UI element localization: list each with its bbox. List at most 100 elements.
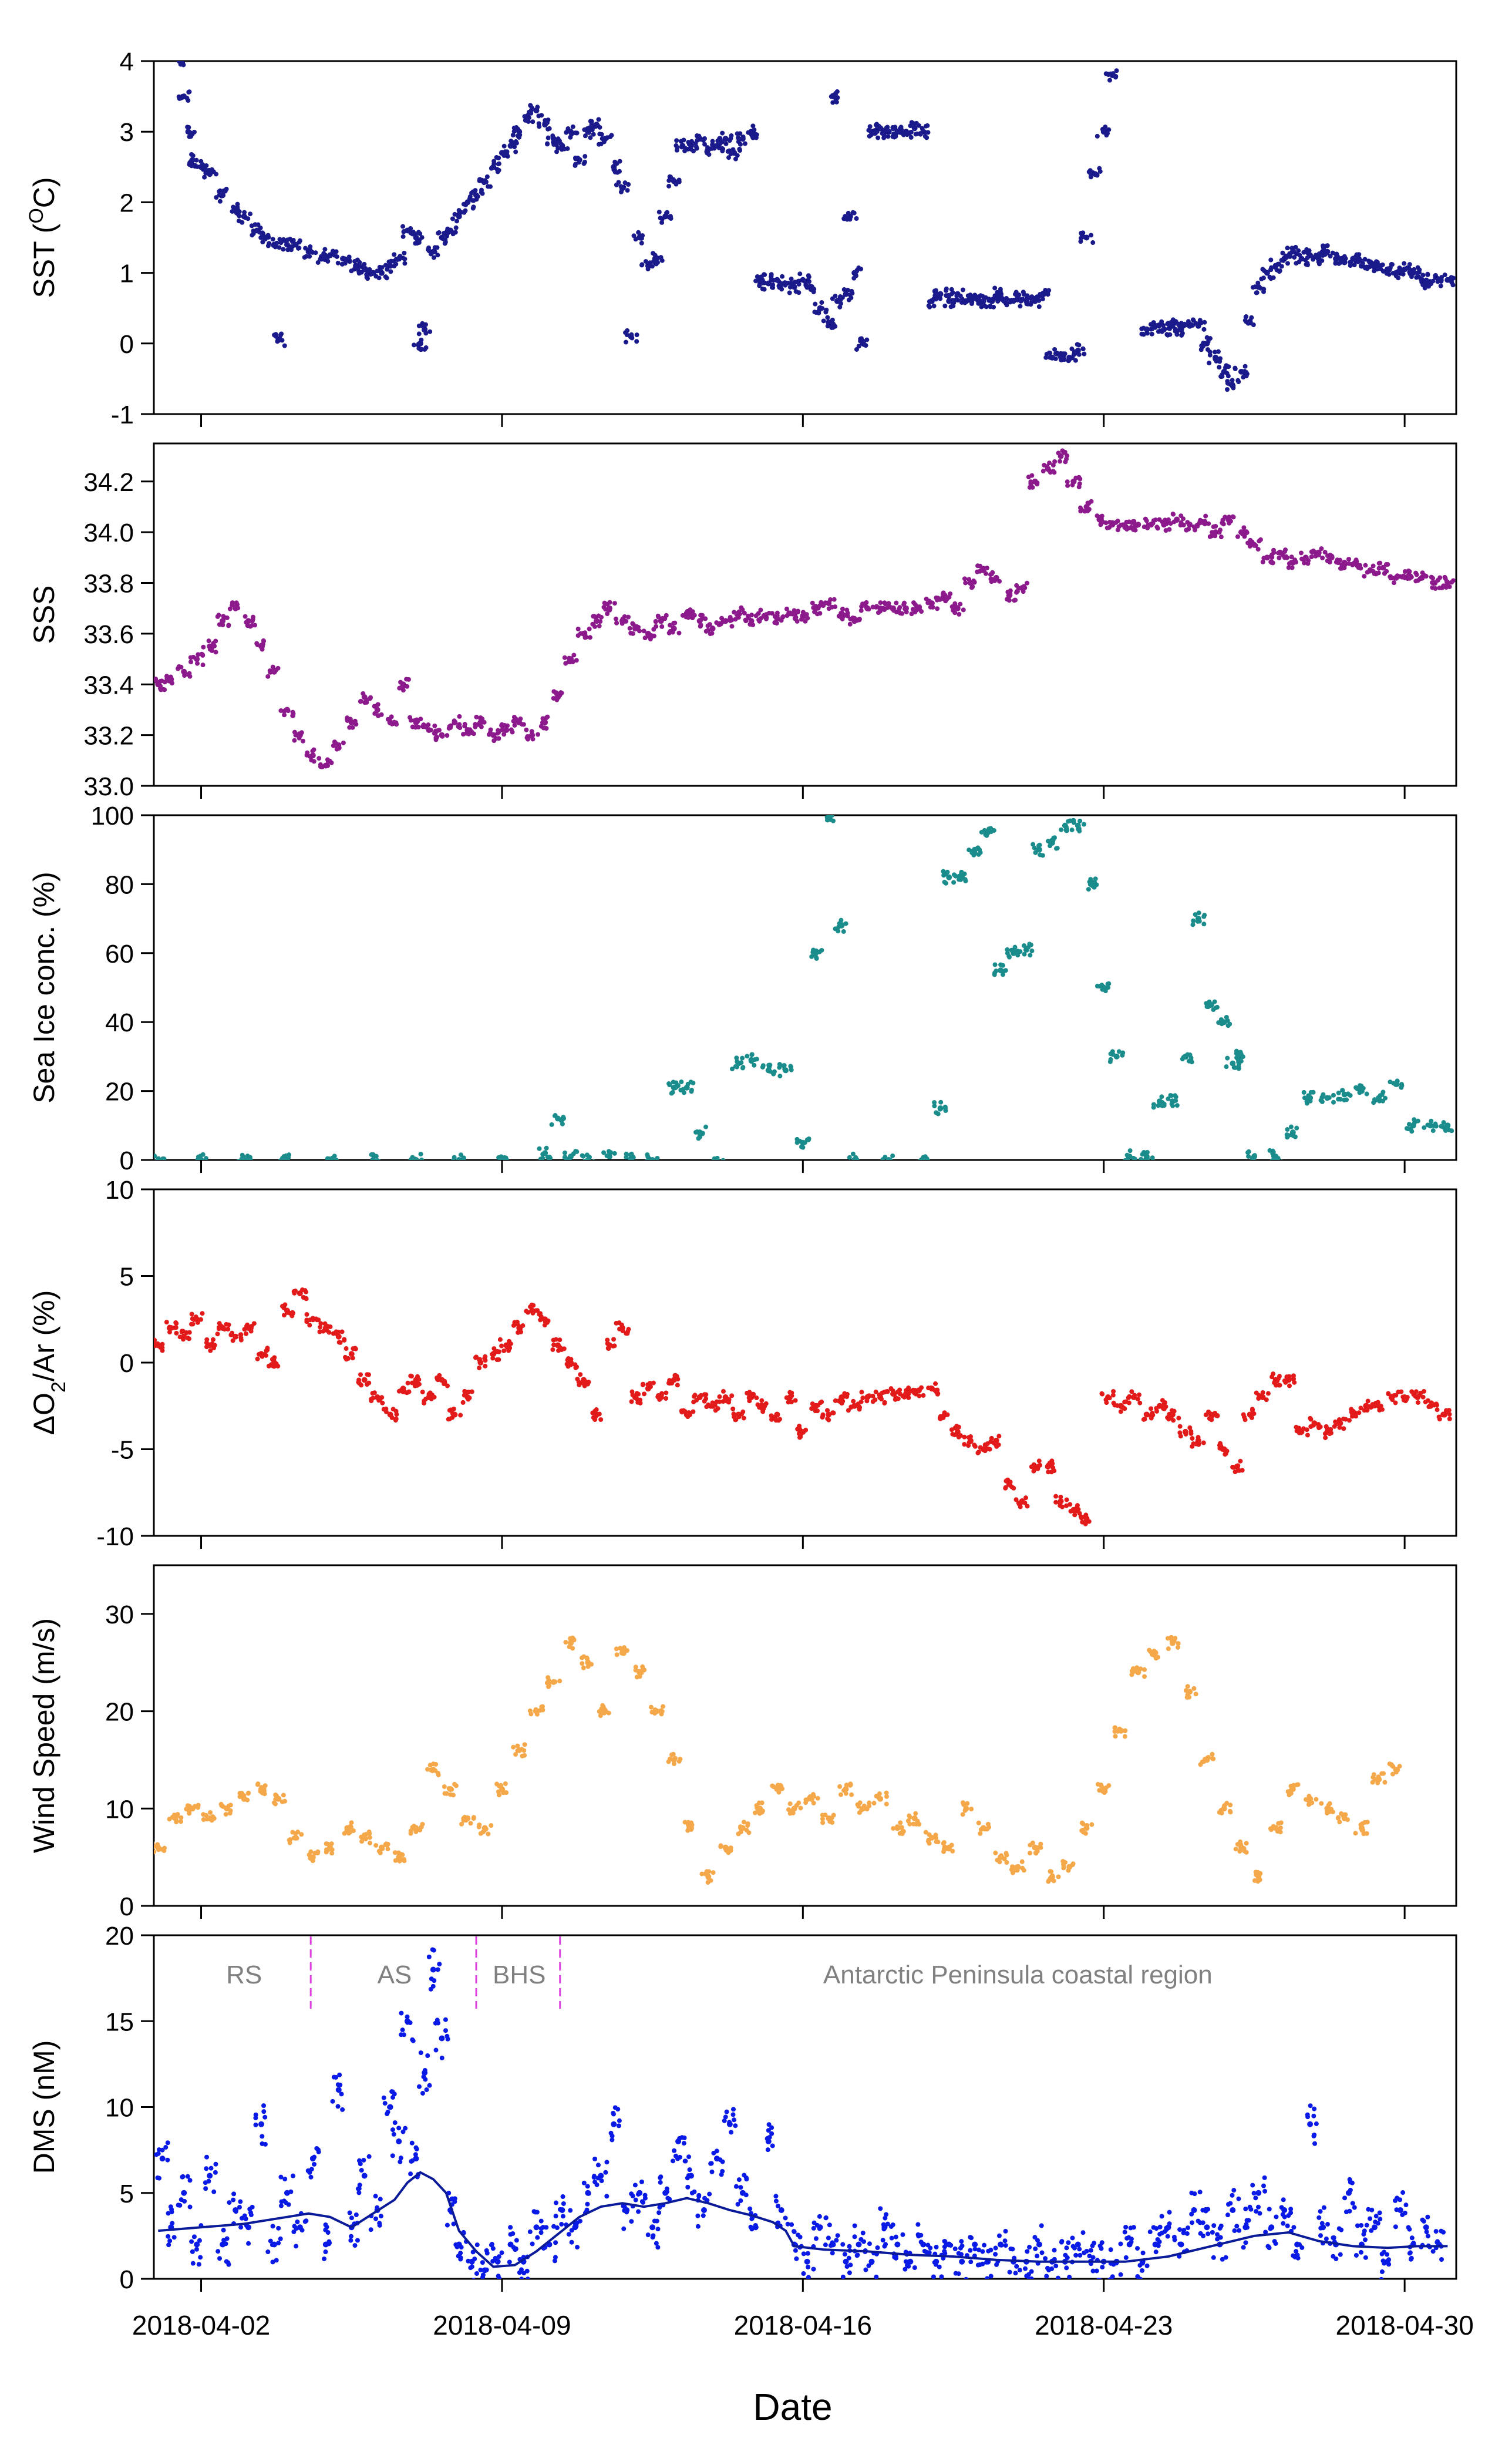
marker [643,259,648,264]
marker [1238,1050,1243,1055]
marker [155,1842,160,1847]
data-point [236,1152,253,1160]
data-point [1346,1407,1362,1423]
marker [1156,329,1161,334]
data-point [184,1803,201,1816]
marker [841,613,846,618]
marker [992,285,998,291]
marker [821,318,826,324]
marker [399,1857,404,1862]
data-point [729,1055,746,1072]
marker [297,238,302,243]
data-point [322,247,339,264]
marker [505,154,510,159]
marker [1170,1103,1176,1108]
marker [288,1837,293,1842]
marker [674,1374,679,1379]
marker [804,283,809,288]
data-point [640,1380,656,1397]
marker [1032,1466,1037,1471]
marker [646,1384,652,1390]
marker [934,1110,939,1115]
marker [1240,1468,1245,1473]
marker [846,210,851,216]
marker [308,1317,313,1323]
marker [501,732,507,737]
marker [486,1831,491,1837]
marker [1400,271,1406,277]
marker [708,1404,713,1409]
y-tick-label: 40 [105,1008,134,1037]
data-point [937,1410,950,1421]
marker [416,343,421,348]
data-point [1099,1388,1116,1405]
marker [1188,1429,1194,1434]
marker [946,874,952,880]
data-point [1168,512,1186,528]
marker [1193,912,1198,917]
marker [1219,1021,1224,1027]
data-point [385,714,399,727]
y-tick-label: -5 [111,1436,134,1465]
marker [737,148,742,153]
marker [991,1440,996,1445]
marker [170,1815,175,1820]
marker [932,1100,937,1105]
marker [1183,1428,1188,1434]
data-point [703,620,722,637]
marker [776,279,782,284]
marker [1449,275,1454,280]
marker [1224,371,1230,376]
marker [526,114,531,119]
marker [624,1151,629,1156]
data-point [1434,1407,1452,1422]
marker [409,1380,415,1386]
marker [565,1357,570,1363]
y-tick-label: 33.2 [83,722,134,751]
data-point [511,714,526,728]
marker [769,272,774,277]
marker [208,1348,213,1353]
marker [720,1158,726,1160]
marker [320,764,325,769]
marker [710,1400,715,1405]
marker [1224,363,1229,368]
marker [1064,1497,1069,1502]
data-point [420,1390,437,1406]
marker [154,1154,157,1159]
marker [712,1163,717,1168]
data-point [777,1062,794,1079]
marker [262,1783,268,1788]
marker [997,579,1002,584]
marker [1208,336,1213,341]
data-point [1301,1089,1316,1106]
marker [599,132,604,137]
marker [1217,1442,1222,1448]
marker [758,616,763,621]
marker [325,1324,330,1329]
marker [233,604,238,609]
marker [1250,285,1255,290]
marker [668,216,674,221]
marker [350,1356,355,1361]
data-point [979,826,996,838]
marker [184,1807,189,1812]
marker [703,1124,709,1129]
marker [606,1710,611,1716]
data-point [1040,460,1057,475]
marker [200,663,206,668]
marker [347,259,352,264]
marker [1052,347,1058,352]
marker [1393,273,1399,278]
marker [664,1390,669,1395]
data-point [554,138,570,154]
marker [892,1391,897,1396]
marker [792,608,797,613]
marker [1150,520,1156,526]
marker [845,287,850,292]
marker [393,1416,399,1421]
marker [307,248,312,254]
marker [1338,1097,1343,1102]
marker [575,626,581,631]
marker [311,747,316,752]
